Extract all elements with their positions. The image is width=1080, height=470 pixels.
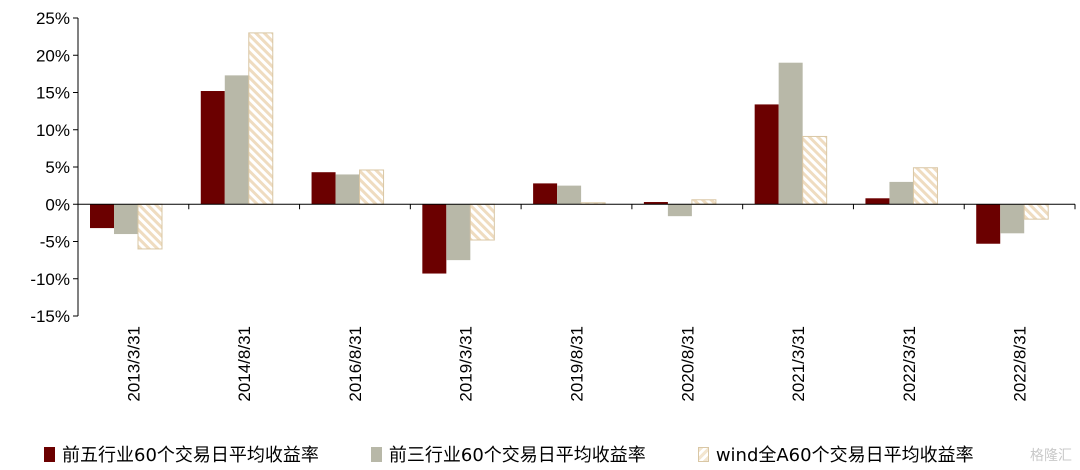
x-tick-label: 2019/3/31 xyxy=(457,326,476,402)
bar-chart: 25%20%15%10%5%0%-5%-10%-15% 2013/3/31 201… xyxy=(30,9,1076,402)
bar-series-1-2 xyxy=(311,172,336,205)
y-tick-label: -10% xyxy=(30,270,70,289)
bar-series-2-8 xyxy=(1000,204,1025,234)
bar-series-2-0 xyxy=(114,204,138,235)
legend-item-3: wind全A60个交易日平均收益率 xyxy=(697,441,974,467)
y-tick-label: -15% xyxy=(30,307,70,326)
legend-label: wind全A60个交易日平均收益率 xyxy=(715,445,974,466)
y-axis-ticks: 25% 20% 15% 10% 5% 0% -5% -10% -15% xyxy=(30,9,78,326)
bar-series-1-8 xyxy=(976,204,1001,244)
legend-item-1: 前五行业60个交易日平均收益率 xyxy=(44,441,319,467)
bar-series-1-7 xyxy=(865,198,890,205)
bar-series-3-0 xyxy=(137,203,163,250)
legend-label: 前五行业60个交易日平均收益率 xyxy=(62,445,319,466)
bar-series-3-3 xyxy=(469,203,495,241)
bar-series-2-6 xyxy=(778,62,803,205)
bar-series-3-8 xyxy=(1023,203,1049,220)
x-axis-labels: 2013/3/31 2014/8/31 2016/8/31 2019/3/31 2019… xyxy=(124,326,1029,402)
legend-swatch xyxy=(44,446,55,462)
x-tick-label: 2021/3/31 xyxy=(789,326,808,402)
bar-series-3-1 xyxy=(248,32,274,205)
y-tick-label: 5% xyxy=(45,158,70,177)
x-tick-label: 2022/8/31 xyxy=(1011,326,1030,402)
bar-series-1-5 xyxy=(643,202,668,205)
x-tick-label: 2013/3/31 xyxy=(124,326,143,402)
bar-series-1-6 xyxy=(754,104,779,205)
legend-swatch xyxy=(370,446,382,462)
y-tick-label: 0% xyxy=(45,195,70,214)
y-tick-label: 25% xyxy=(36,9,70,28)
x-tick-label: 2016/8/31 xyxy=(346,326,365,402)
y-tick-label: 10% xyxy=(36,121,70,140)
x-tick-label: 2020/8/31 xyxy=(678,326,697,402)
bar-series-1-4 xyxy=(533,183,558,205)
legend-label: 前三行业60个交易日平均收益率 xyxy=(388,445,646,466)
bar-series-2-5 xyxy=(667,204,692,217)
watermark: 格隆汇 xyxy=(1030,448,1072,464)
bar-series-1-3 xyxy=(422,204,447,274)
bar-series-2-1 xyxy=(224,75,249,205)
bar-series-2-7 xyxy=(889,181,914,205)
axes xyxy=(77,18,1076,316)
x-tick-label: 2014/8/31 xyxy=(235,326,254,402)
legend-item-2: 前三行业60个交易日平均收益率 xyxy=(370,441,646,467)
x-tick-label: 2022/3/31 xyxy=(900,326,919,402)
legend-swatch xyxy=(697,446,709,462)
bar-series-1-1 xyxy=(200,91,225,205)
bar-series-1-0 xyxy=(90,204,114,229)
legend: 前五行业60个交易日平均收益率 前三行业60个交易日平均收益率 wind全A60个交… xyxy=(44,440,1026,468)
y-tick-label: -5% xyxy=(40,233,70,252)
bars xyxy=(90,32,1049,274)
bar-series-3-6 xyxy=(802,135,828,205)
y-tick-label: 15% xyxy=(36,84,70,103)
x-tick-label: 2019/8/31 xyxy=(568,326,587,402)
bar-series-2-3 xyxy=(446,204,471,261)
y-tick-label: 20% xyxy=(36,46,70,65)
bar-series-3-7 xyxy=(912,167,938,205)
bar-series-2-2 xyxy=(335,174,360,205)
bar-series-3-2 xyxy=(359,169,385,205)
bar-series-3-5 xyxy=(691,199,717,205)
bar-series-2-4 xyxy=(557,185,582,205)
